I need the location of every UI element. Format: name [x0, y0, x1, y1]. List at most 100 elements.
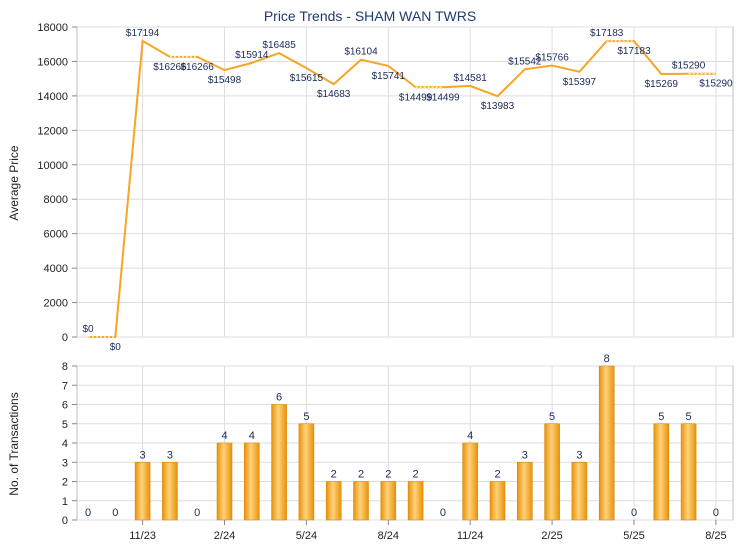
- transactions-data-label: 2: [413, 469, 419, 481]
- x-tick-label: 11/23: [129, 530, 156, 542]
- transactions-bar: [216, 442, 233, 521]
- price-data-label: $15290: [699, 79, 733, 90]
- transactions-tick-label: 2: [62, 477, 68, 489]
- price-data-label: $14499: [399, 92, 433, 103]
- price-panel: 0 2000 4000 6000 8000 10000 12000 14000 16000 180…: [37, 22, 734, 353]
- transactions-bar: [462, 442, 479, 521]
- transactions-data-label: 0: [194, 507, 200, 519]
- transactions-tick-label: 3: [62, 457, 68, 469]
- x-tick-label: 2/24: [214, 530, 235, 542]
- transactions-bar: [571, 461, 588, 521]
- transactions-data-label: 2: [494, 469, 500, 481]
- price-tick-label: 12000: [37, 125, 68, 137]
- x-tick-label: 5/25: [623, 530, 644, 542]
- price-axis-label: Average Price: [7, 145, 21, 220]
- transactions-data-label: 2: [331, 469, 337, 481]
- transactions-bar: [516, 461, 533, 521]
- transactions-data-label: 0: [631, 507, 637, 519]
- x-tick-label: 11/24: [457, 530, 484, 542]
- price-data-label: $17183: [617, 46, 651, 57]
- price-tick-label: 2000: [44, 298, 68, 310]
- price-data-label: $15397: [563, 77, 597, 88]
- transactions-data-label: 5: [686, 411, 692, 423]
- price-data-label: $14683: [317, 89, 351, 100]
- price-data-label: $13983: [481, 101, 515, 112]
- transactions-bar: [298, 423, 315, 521]
- transactions-data-label: 0: [440, 507, 446, 519]
- price-tick-label: 6000: [44, 229, 68, 241]
- transactions-data-label: 0: [713, 507, 719, 519]
- x-tick-label: 8/25: [705, 530, 726, 542]
- transactions-data-label: 8: [604, 353, 610, 365]
- price-tick-label: 0: [62, 332, 68, 344]
- price-data-label: $17183: [590, 28, 624, 39]
- transactions-data-label: 3: [167, 449, 173, 461]
- transactions-tick-label: 4: [62, 438, 68, 450]
- transactions-data-label: 0: [85, 507, 91, 519]
- price-data-label: $15269: [645, 79, 679, 90]
- price-data-label: $15615: [290, 73, 324, 84]
- transactions-bar: [271, 404, 287, 521]
- price-data-label: $16104: [344, 47, 378, 58]
- transactions-data-label: 0: [112, 507, 118, 519]
- transactions-bar: [325, 481, 342, 521]
- price-data-label: $17194: [126, 28, 160, 39]
- price-data-label: $15542: [508, 56, 542, 67]
- price-tick-label: 18000: [37, 22, 68, 34]
- transactions-bar: [244, 442, 260, 521]
- x-tick-label: 2/25: [541, 530, 562, 542]
- price-data-label: $15290: [672, 61, 706, 72]
- transactions-tick-label: 7: [62, 380, 68, 392]
- transactions-bar: [380, 481, 397, 521]
- transactions-data-label: 4: [221, 430, 227, 442]
- transactions-bar: [353, 481, 369, 521]
- price-tick-label: 8000: [44, 194, 68, 206]
- transactions-bar: [407, 481, 424, 521]
- transactions-bar: [162, 461, 178, 521]
- transactions-bar: [598, 365, 615, 521]
- transactions-data-label: 4: [467, 430, 473, 442]
- price-data-label: $15766: [535, 52, 569, 63]
- transactions-data-label: 3: [140, 449, 146, 461]
- price-data-label: $16485: [262, 40, 296, 51]
- transactions-tick-label: 1: [62, 496, 68, 508]
- price-data-label: $0: [110, 342, 122, 353]
- transactions-data-label: 4: [249, 430, 255, 442]
- transactions-data-label: 5: [549, 411, 555, 423]
- price-data-label: $14499: [426, 92, 460, 103]
- transactions-data-label: 3: [522, 449, 528, 461]
- chart-title: Price Trends - SHAM WAN TWRS: [264, 8, 476, 24]
- transactions-data-label: 2: [385, 469, 391, 481]
- x-tick-label: 8/24: [378, 530, 399, 542]
- transactions-bar: [653, 423, 670, 521]
- transactions-axis-label: No. of Transactions: [7, 392, 21, 495]
- price-data-label: $0: [82, 324, 94, 335]
- transactions-bar: [134, 461, 151, 521]
- transactions-bar: [544, 423, 560, 521]
- price-data-label: $15914: [235, 50, 269, 61]
- price-data-label: $16266: [181, 62, 215, 73]
- price-tick-label: 16000: [37, 56, 68, 68]
- transactions-bar: [680, 423, 697, 521]
- transactions-panel: 0 1 2 3 4 5 6 7 8 0 0 3 3 0 4 4 6 5 2 2 2 2 0 4 2 3 5 3 8 0 5 5 0 11/23 2/…: [62, 353, 734, 542]
- price-plot-area: [76, 26, 734, 338]
- price-data-label: $15498: [208, 75, 242, 86]
- price-data-label: $16266: [153, 62, 187, 73]
- price-tick-label: 4000: [44, 263, 68, 275]
- price-data-label: $14581: [454, 73, 488, 84]
- transactions-tick-label: 6: [62, 400, 68, 412]
- transactions-tick-label: 5: [62, 419, 68, 431]
- transactions-data-label: 5: [658, 411, 664, 423]
- transactions-data-label: 6: [276, 392, 282, 404]
- x-tick-label: 5/24: [296, 530, 317, 542]
- transactions-data-label: 2: [358, 469, 364, 481]
- price-tick-label: 10000: [37, 160, 68, 172]
- price-tick-label: 14000: [37, 91, 68, 103]
- transactions-bar: [489, 481, 506, 521]
- transactions-data-label: 3: [576, 449, 582, 461]
- transactions-data-label: 5: [303, 411, 309, 423]
- transactions-tick-label: 0: [62, 515, 68, 527]
- price-data-label: $15741: [372, 71, 406, 82]
